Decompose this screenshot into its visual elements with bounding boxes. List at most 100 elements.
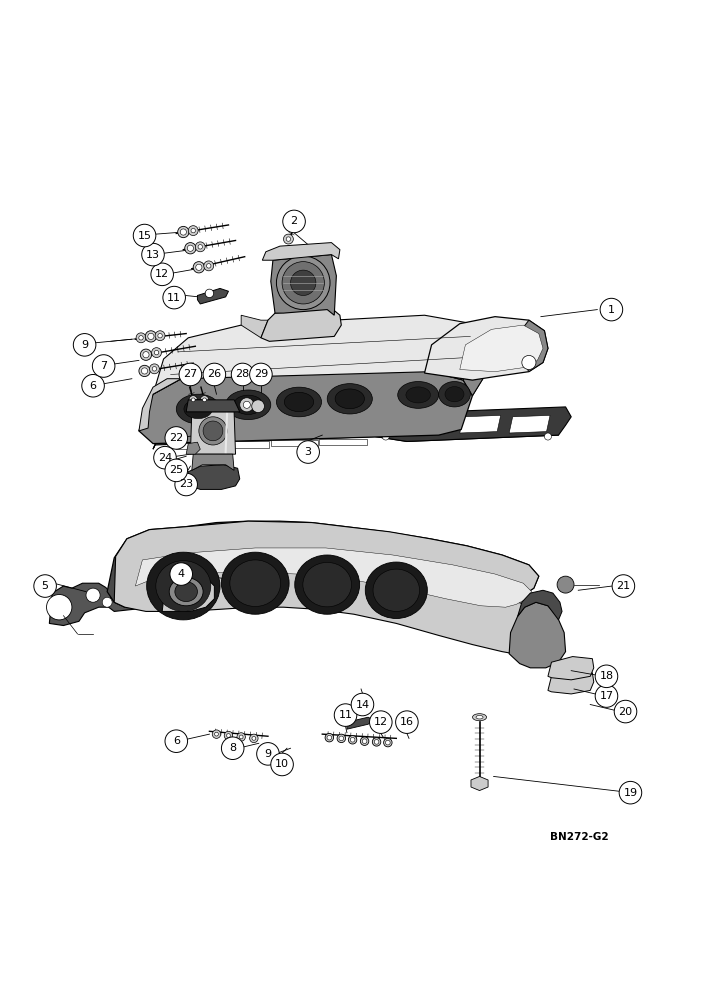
- Circle shape: [142, 368, 148, 374]
- Circle shape: [232, 363, 254, 386]
- Text: 6: 6: [90, 381, 96, 391]
- Text: 15: 15: [137, 231, 152, 241]
- Ellipse shape: [226, 390, 270, 420]
- Circle shape: [360, 737, 369, 745]
- Circle shape: [133, 224, 156, 247]
- Ellipse shape: [147, 552, 220, 620]
- Ellipse shape: [398, 382, 439, 408]
- Circle shape: [227, 734, 230, 737]
- Circle shape: [337, 734, 346, 743]
- Circle shape: [181, 229, 186, 235]
- Ellipse shape: [285, 392, 314, 412]
- Text: 21: 21: [617, 581, 630, 591]
- Circle shape: [159, 433, 166, 440]
- Circle shape: [212, 730, 221, 738]
- Polygon shape: [153, 415, 559, 449]
- Polygon shape: [186, 400, 240, 412]
- Circle shape: [270, 753, 293, 776]
- Circle shape: [179, 363, 202, 386]
- Ellipse shape: [445, 387, 464, 402]
- Circle shape: [327, 735, 331, 740]
- Polygon shape: [186, 442, 200, 454]
- Circle shape: [165, 459, 188, 482]
- Text: 28: 28: [236, 369, 250, 379]
- Circle shape: [382, 433, 389, 440]
- Text: 3: 3: [304, 447, 312, 457]
- Circle shape: [178, 226, 189, 238]
- Polygon shape: [192, 454, 234, 470]
- Circle shape: [47, 594, 72, 620]
- Polygon shape: [107, 521, 539, 607]
- Circle shape: [154, 350, 159, 355]
- Circle shape: [82, 374, 104, 397]
- Circle shape: [257, 743, 279, 765]
- Ellipse shape: [199, 417, 227, 445]
- Polygon shape: [139, 379, 181, 431]
- Circle shape: [102, 597, 112, 607]
- Text: 23: 23: [179, 479, 193, 489]
- Circle shape: [362, 739, 367, 744]
- Text: 11: 11: [338, 710, 353, 720]
- Circle shape: [620, 781, 641, 804]
- Polygon shape: [459, 325, 543, 372]
- Circle shape: [283, 234, 293, 244]
- Circle shape: [351, 693, 374, 716]
- Polygon shape: [190, 412, 236, 454]
- Polygon shape: [471, 776, 488, 791]
- Polygon shape: [135, 548, 532, 607]
- Circle shape: [163, 286, 185, 309]
- Circle shape: [136, 333, 146, 343]
- FancyBboxPatch shape: [319, 439, 367, 445]
- Circle shape: [148, 333, 154, 339]
- Polygon shape: [186, 465, 240, 489]
- Circle shape: [139, 365, 150, 377]
- Circle shape: [250, 363, 272, 386]
- Circle shape: [384, 738, 392, 747]
- Circle shape: [544, 433, 552, 440]
- Ellipse shape: [476, 715, 483, 719]
- Circle shape: [191, 398, 195, 402]
- Circle shape: [152, 348, 161, 358]
- Circle shape: [282, 210, 305, 233]
- Polygon shape: [548, 657, 594, 680]
- Circle shape: [155, 331, 165, 341]
- Circle shape: [386, 740, 390, 745]
- Circle shape: [207, 264, 211, 268]
- Text: 17: 17: [600, 691, 614, 701]
- Text: 7: 7: [100, 361, 107, 371]
- Circle shape: [165, 730, 188, 752]
- Text: 2: 2: [290, 216, 297, 226]
- Polygon shape: [509, 602, 566, 668]
- Circle shape: [154, 446, 176, 469]
- Text: 12: 12: [374, 717, 388, 727]
- Circle shape: [297, 441, 319, 463]
- Ellipse shape: [234, 395, 263, 414]
- FancyBboxPatch shape: [270, 440, 318, 446]
- Circle shape: [189, 396, 198, 404]
- Circle shape: [325, 733, 333, 742]
- FancyBboxPatch shape: [223, 441, 268, 448]
- Ellipse shape: [156, 561, 211, 611]
- Ellipse shape: [184, 399, 212, 419]
- Circle shape: [142, 243, 164, 266]
- Text: 4: 4: [178, 569, 185, 579]
- Circle shape: [615, 700, 636, 723]
- Circle shape: [193, 262, 205, 273]
- Ellipse shape: [175, 582, 198, 602]
- Circle shape: [237, 733, 246, 741]
- Circle shape: [600, 298, 623, 321]
- Text: 29: 29: [253, 369, 268, 379]
- Circle shape: [195, 242, 205, 252]
- Polygon shape: [114, 521, 544, 655]
- Circle shape: [224, 731, 233, 740]
- Circle shape: [204, 261, 214, 271]
- Polygon shape: [347, 717, 374, 729]
- Circle shape: [557, 576, 574, 593]
- Circle shape: [158, 333, 162, 338]
- Polygon shape: [520, 320, 548, 372]
- Polygon shape: [509, 415, 550, 433]
- Circle shape: [595, 685, 618, 707]
- Circle shape: [34, 575, 57, 597]
- Text: 10: 10: [275, 759, 289, 769]
- Text: 11: 11: [167, 293, 181, 303]
